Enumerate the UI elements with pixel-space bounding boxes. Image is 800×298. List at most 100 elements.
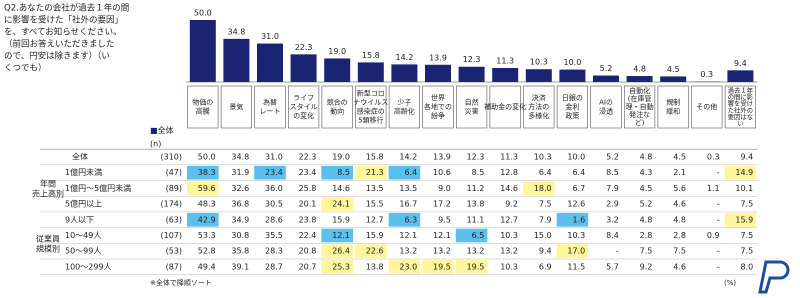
cell: 12.1: [332, 231, 350, 240]
bar: [559, 69, 586, 82]
cell: 35.8: [231, 247, 249, 256]
cell: 13.8: [467, 200, 485, 209]
cell: 10.6: [433, 168, 451, 177]
category-box: [422, 85, 454, 129]
cell-highlight: [321, 260, 353, 274]
logo: [758, 260, 790, 294]
legend-label: 全体: [158, 125, 174, 135]
cell: 2.1: [673, 168, 686, 177]
cell: 9.0: [438, 184, 451, 193]
cell: 12.8: [500, 168, 518, 177]
value-label: 13.9: [429, 53, 447, 62]
unit: (%): [724, 279, 736, 287]
category-box: [724, 85, 756, 129]
cell: 5.6: [673, 184, 686, 193]
cell-highlight: [556, 244, 589, 259]
cell: 23.4: [265, 168, 283, 177]
cell: 13.2: [399, 247, 417, 256]
cell: 8.5: [337, 168, 350, 177]
cell: 53.3: [198, 231, 216, 240]
cell: 26.4: [332, 247, 350, 256]
row-n: (53): [166, 247, 182, 256]
cell: 4.3: [640, 168, 653, 177]
cell: 15.9: [332, 215, 350, 224]
bar: [458, 66, 485, 82]
cell: 28.6: [265, 215, 283, 224]
cell: 5.7: [606, 262, 619, 271]
cell: -: [717, 200, 720, 209]
cell: 17.0: [567, 247, 585, 256]
cell: 52.8: [198, 247, 216, 256]
cell: 13.8: [366, 262, 384, 271]
value-label: 0.3: [700, 70, 713, 79]
bar: [290, 54, 317, 82]
cell: 12.7: [366, 215, 384, 224]
cell: 14.6: [500, 184, 518, 193]
value-label: 4.8: [633, 65, 646, 74]
cell: 23.8: [299, 215, 317, 224]
cell: 13.5: [366, 184, 384, 193]
row-label: 100～299人: [65, 262, 112, 271]
cell: 19.5: [467, 262, 485, 271]
row-n: (107): [160, 231, 182, 240]
cell: 11.3: [500, 153, 518, 162]
footnote: ※全体で降順ソート: [150, 278, 212, 287]
bar: [391, 64, 418, 82]
cell: 10.3: [500, 231, 518, 240]
category-box: [455, 85, 488, 129]
question-line: に影響を受けた「社外の要因」: [4, 15, 123, 26]
category-box: [321, 85, 353, 129]
cell: 36.8: [231, 200, 249, 209]
cell: 5.2: [606, 153, 619, 162]
cell-highlight: [321, 197, 353, 211]
row-label: 1億円未満: [65, 167, 102, 177]
category-label: 新型コロナウイルス感染症の 5類移行: [353, 89, 388, 125]
value-label: 22.3: [295, 43, 313, 52]
cell: 10.1: [735, 184, 753, 193]
cell-highlight: [187, 181, 219, 196]
value-label: 10.0: [563, 58, 581, 67]
cell: 12.6: [567, 200, 585, 209]
cell: 22.6: [366, 247, 384, 256]
row-n: (89): [166, 184, 182, 193]
category-box: [388, 85, 421, 129]
cell-highlight: [321, 228, 353, 243]
legend-swatch: ■: [150, 126, 158, 135]
cell: 10.0: [567, 153, 585, 162]
cell: 6.7: [572, 184, 585, 193]
cell: 13.2: [467, 247, 485, 256]
cell: 2.8: [640, 231, 653, 240]
category-box: [287, 85, 320, 129]
bar: [189, 20, 216, 82]
cell: 12.3: [467, 153, 485, 162]
cell-highlight: [724, 212, 757, 227]
cell-highlight: [187, 212, 219, 227]
cell: 12.1: [433, 231, 451, 240]
value-label: 5.2: [600, 64, 613, 73]
legend: ■全体: [150, 125, 174, 135]
group-label: 年間売上高別: [32, 178, 64, 198]
cell-highlight: [355, 244, 387, 259]
cell: 7.5: [673, 247, 686, 256]
cell: -: [717, 168, 720, 177]
cell: 4.5: [673, 153, 686, 162]
cell: 0.9: [707, 231, 720, 240]
category-label: 競合の動向: [327, 98, 348, 116]
cell: 20.1: [299, 200, 317, 209]
category-box: [623, 85, 656, 129]
bar: [223, 38, 250, 82]
bar: [593, 75, 619, 82]
cell: 14.6: [332, 184, 350, 193]
cell-highlight: [254, 165, 286, 180]
cell: 7.5: [640, 247, 653, 256]
cell: 2.8: [673, 231, 686, 240]
cell-highlight: [388, 165, 421, 180]
category-label: 補助金の変化: [484, 102, 526, 111]
cell: 30.8: [231, 231, 249, 240]
cell: 50.0: [198, 153, 216, 162]
cell: 14.2: [399, 153, 417, 162]
category-label: 過去１年の間に影響を受けた社外の要因はない: [728, 85, 754, 127]
bar: [626, 76, 653, 82]
value-label: 15.8: [362, 51, 380, 60]
cell: 38.3: [198, 168, 216, 177]
